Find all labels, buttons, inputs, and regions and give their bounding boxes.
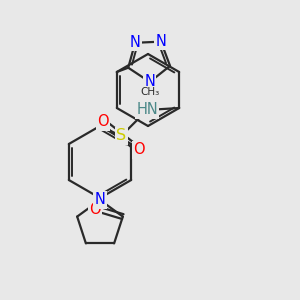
Text: O: O bbox=[134, 142, 145, 158]
Text: CH₃: CH₃ bbox=[141, 87, 160, 97]
Text: N: N bbox=[144, 74, 155, 89]
Text: O: O bbox=[98, 115, 109, 130]
Text: HN: HN bbox=[136, 103, 158, 118]
Text: N: N bbox=[130, 35, 140, 50]
Text: O: O bbox=[89, 202, 100, 217]
Text: N: N bbox=[155, 34, 167, 49]
Text: S: S bbox=[116, 128, 126, 143]
Text: N: N bbox=[94, 193, 105, 208]
